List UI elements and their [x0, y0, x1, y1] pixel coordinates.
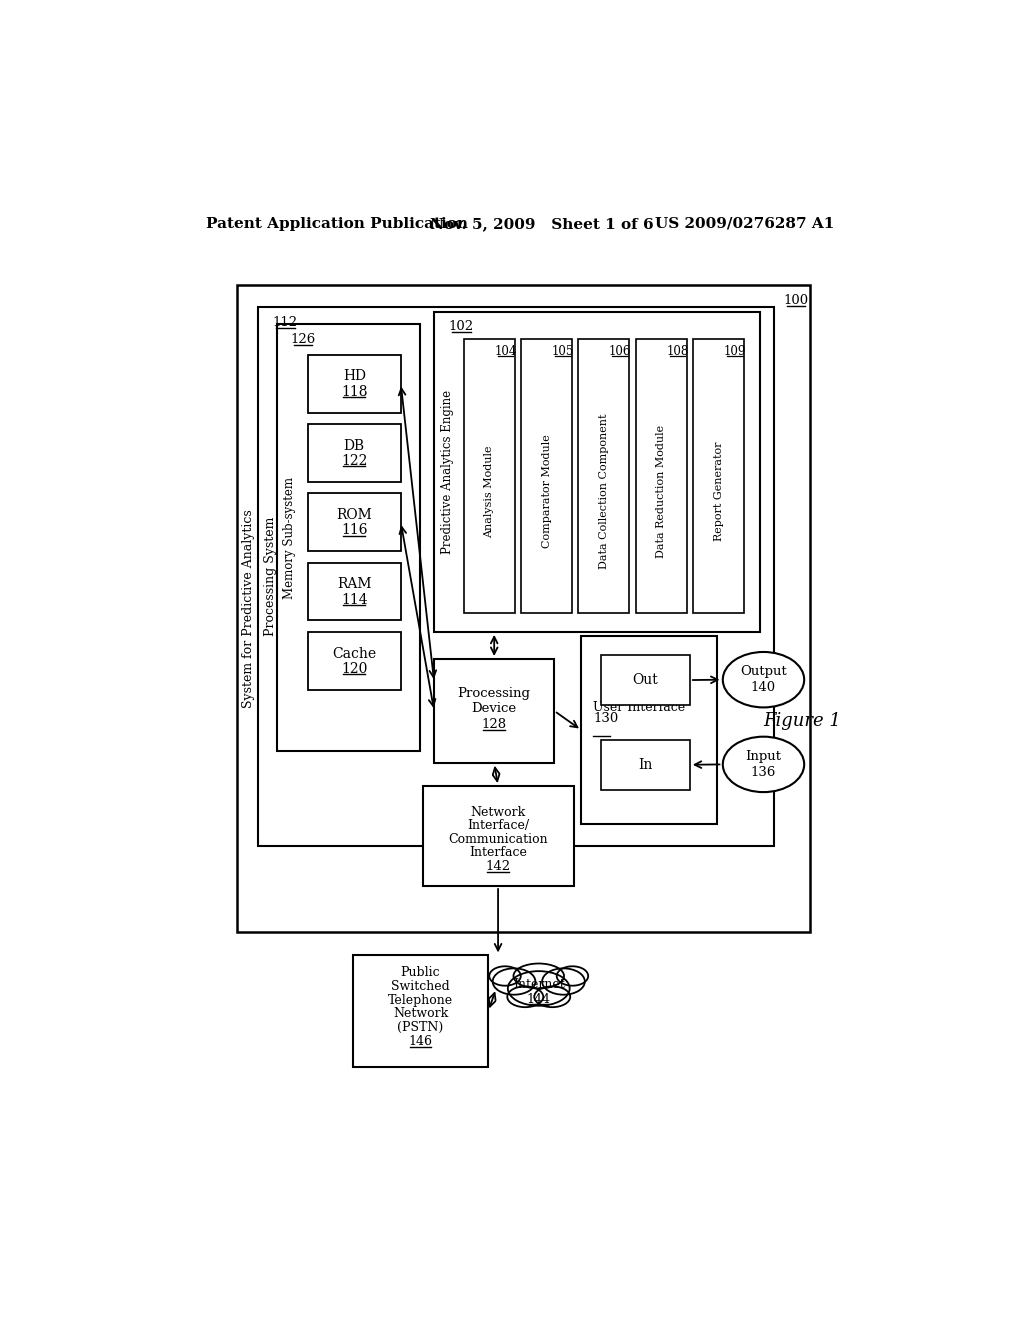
Bar [308, 355, 400, 412]
Text: HD: HD [343, 370, 366, 383]
Bar [601, 655, 690, 705]
Text: 140: 140 [751, 681, 776, 694]
Text: 122: 122 [341, 454, 368, 469]
Text: System for Predictive Analytics: System for Predictive Analytics [243, 510, 255, 709]
Text: 109: 109 [724, 345, 746, 358]
Text: Data Collection Component: Data Collection Component [599, 413, 609, 569]
Ellipse shape [542, 969, 585, 995]
Bar [423, 785, 573, 886]
Text: Memory Sub-system: Memory Sub-system [283, 477, 296, 599]
Text: Network: Network [470, 807, 525, 820]
Ellipse shape [557, 966, 588, 986]
Ellipse shape [493, 969, 536, 995]
Text: Report Generator: Report Generator [714, 442, 724, 541]
Text: In: In [638, 758, 652, 772]
Text: (PSTN): (PSTN) [397, 1022, 443, 1035]
Text: 100: 100 [783, 294, 809, 308]
Text: 104: 104 [495, 345, 517, 358]
Text: Figure 1: Figure 1 [763, 711, 841, 730]
Text: 102: 102 [449, 319, 474, 333]
Text: 130: 130 [593, 711, 618, 725]
Text: Device: Device [472, 702, 517, 715]
Text: Data Reduction Module: Data Reduction Module [656, 425, 667, 558]
Ellipse shape [507, 986, 544, 1007]
Text: 105: 105 [552, 345, 574, 358]
Bar [434, 659, 554, 763]
Text: 106: 106 [609, 345, 632, 358]
Text: Nov. 5, 2009   Sheet 1 of 6: Nov. 5, 2009 Sheet 1 of 6 [430, 216, 654, 231]
Text: 144: 144 [526, 993, 551, 1006]
Bar [521, 339, 572, 612]
Bar [693, 339, 744, 612]
Text: RAM: RAM [337, 577, 372, 591]
Text: Comparator Module: Comparator Module [542, 434, 552, 548]
Ellipse shape [535, 986, 570, 1007]
Text: Public: Public [400, 966, 440, 979]
Bar [434, 313, 760, 632]
Text: DB: DB [344, 438, 365, 453]
Bar [276, 323, 420, 751]
Text: Input: Input [745, 750, 781, 763]
Ellipse shape [513, 964, 564, 989]
Text: Telephone: Telephone [388, 994, 454, 1007]
Bar [308, 494, 400, 552]
Text: Analysis Module: Analysis Module [484, 445, 495, 537]
Text: Internet: Internet [513, 978, 564, 991]
Text: 126: 126 [291, 333, 315, 346]
Text: 136: 136 [751, 766, 776, 779]
Bar [601, 739, 690, 789]
Text: Processing System: Processing System [264, 517, 278, 636]
Text: Out: Out [633, 673, 658, 688]
Bar [582, 636, 717, 825]
Text: 128: 128 [481, 718, 507, 731]
Text: Patent Application Publication: Patent Application Publication [206, 216, 468, 231]
Text: 112: 112 [272, 315, 298, 329]
Text: Network: Network [393, 1007, 449, 1020]
Ellipse shape [508, 972, 569, 1006]
Text: User Interface: User Interface [593, 701, 685, 714]
Ellipse shape [723, 737, 804, 792]
Text: US 2009/0276287 A1: US 2009/0276287 A1 [655, 216, 835, 231]
Text: Processing: Processing [458, 686, 530, 700]
Text: Interface: Interface [469, 846, 527, 859]
Text: Switched: Switched [391, 979, 450, 993]
Ellipse shape [723, 652, 804, 708]
Ellipse shape [489, 966, 521, 986]
Text: Interface/: Interface/ [467, 820, 529, 833]
Bar [352, 956, 488, 1067]
Text: 114: 114 [341, 593, 368, 607]
Text: ROM: ROM [337, 508, 372, 521]
Text: Communication: Communication [449, 833, 548, 846]
Text: Cache: Cache [332, 647, 377, 660]
Bar [579, 339, 630, 612]
Bar [237, 285, 810, 932]
Text: Predictive Analytics Engine: Predictive Analytics Engine [440, 391, 454, 554]
Bar [308, 424, 400, 482]
Text: 120: 120 [341, 661, 368, 676]
Text: 118: 118 [341, 384, 368, 399]
Text: 116: 116 [341, 523, 368, 537]
Text: 146: 146 [409, 1035, 432, 1048]
Text: Output: Output [740, 665, 786, 678]
Text: 142: 142 [485, 861, 511, 874]
Bar [636, 339, 687, 612]
Bar [258, 308, 773, 846]
Text: 108: 108 [667, 345, 688, 358]
Bar [464, 339, 515, 612]
Bar [308, 562, 400, 620]
Bar [308, 632, 400, 689]
